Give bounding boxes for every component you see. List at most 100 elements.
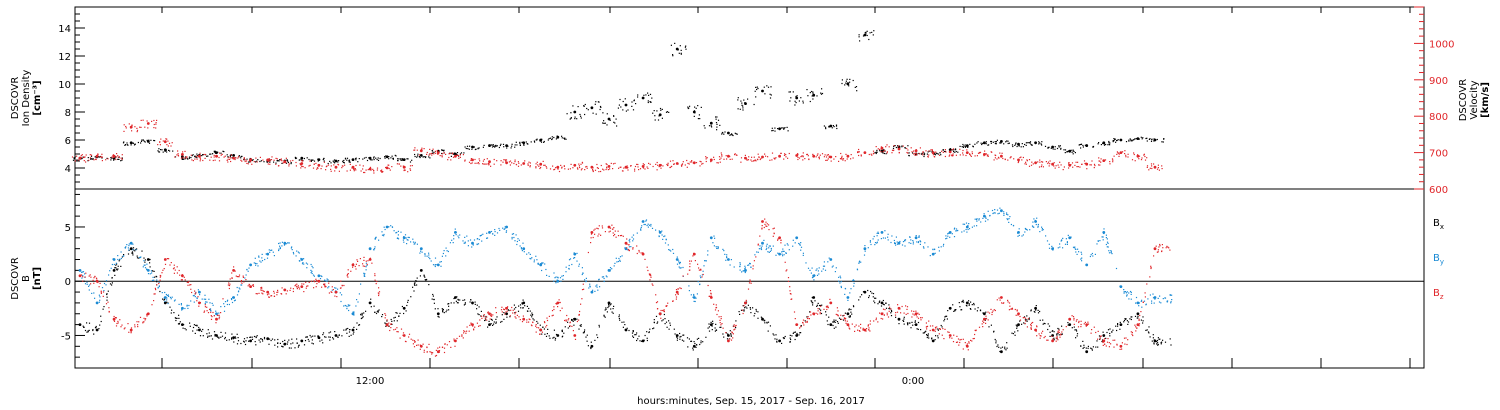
point-dot bbox=[1097, 240, 1099, 242]
point-dot bbox=[721, 133, 723, 135]
point-dot bbox=[228, 339, 230, 341]
point-dot bbox=[933, 153, 935, 155]
point-dot bbox=[500, 164, 502, 166]
point-dot bbox=[108, 311, 110, 313]
point-dot bbox=[346, 306, 348, 308]
point-dot bbox=[552, 337, 554, 339]
point-dot bbox=[389, 329, 391, 332]
point-dot bbox=[102, 295, 104, 297]
point-velocity bbox=[146, 122, 150, 125]
point-dot bbox=[100, 290, 102, 292]
point-dot bbox=[733, 324, 735, 326]
point-dot bbox=[567, 327, 569, 329]
point-dot bbox=[1009, 216, 1011, 218]
point-dot bbox=[773, 232, 775, 234]
point-dot bbox=[419, 275, 421, 277]
point-dot bbox=[261, 287, 263, 289]
point-dot bbox=[755, 308, 757, 311]
point-dot bbox=[501, 311, 503, 313]
point-dot bbox=[656, 110, 658, 112]
point-dot bbox=[707, 250, 709, 252]
point-dot bbox=[810, 90, 813, 93]
point-dot bbox=[364, 275, 366, 277]
point-dot bbox=[888, 146, 890, 148]
point-dot bbox=[603, 169, 605, 171]
point-dot bbox=[632, 240, 634, 242]
point-dot bbox=[659, 164, 661, 166]
point-dot bbox=[376, 167, 379, 169]
point-dot bbox=[1086, 144, 1088, 146]
point-dot bbox=[297, 346, 299, 348]
point-dot bbox=[1041, 228, 1043, 230]
point-dot bbox=[1047, 161, 1050, 163]
point-dot bbox=[462, 154, 464, 156]
y-right-axis-title: DSCOVR bbox=[1458, 79, 1469, 122]
point-dot bbox=[539, 324, 541, 326]
point-dot bbox=[282, 346, 284, 348]
point-dot bbox=[116, 263, 118, 265]
point-dot bbox=[988, 326, 990, 328]
point-dot bbox=[139, 316, 142, 318]
point-dot bbox=[619, 98, 621, 101]
point-dot bbox=[782, 248, 784, 250]
point-dot bbox=[89, 157, 91, 159]
point-dot bbox=[1111, 331, 1113, 333]
point-dot bbox=[348, 335, 350, 337]
point-dot bbox=[976, 155, 978, 157]
point-dot bbox=[1080, 258, 1082, 260]
point-dot bbox=[214, 335, 216, 337]
point-dot bbox=[351, 167, 353, 169]
point-dot bbox=[113, 158, 115, 160]
point-dot bbox=[131, 251, 134, 253]
point-dot bbox=[533, 259, 535, 261]
point-dot bbox=[984, 150, 986, 152]
point-dot bbox=[749, 262, 751, 264]
point-dot bbox=[837, 322, 839, 324]
point-bz bbox=[351, 263, 355, 267]
point-dot bbox=[360, 283, 362, 285]
point-dot bbox=[592, 236, 594, 239]
point-dot bbox=[1025, 144, 1027, 146]
point-dot bbox=[831, 127, 833, 129]
point-dot bbox=[739, 263, 741, 265]
point-dot bbox=[97, 153, 99, 156]
point-dot bbox=[358, 293, 360, 295]
point-dot bbox=[478, 147, 480, 149]
point-dot bbox=[486, 237, 489, 239]
point-dot bbox=[1138, 138, 1140, 140]
point-dot bbox=[1038, 166, 1041, 168]
point-dot bbox=[82, 274, 84, 277]
point-dot bbox=[305, 281, 307, 283]
point-dot bbox=[544, 263, 546, 265]
point-dot bbox=[207, 329, 209, 331]
point-dot bbox=[733, 329, 735, 331]
point-dot bbox=[535, 255, 537, 257]
point-dot bbox=[329, 336, 331, 338]
point-dot bbox=[647, 167, 649, 169]
point-dot bbox=[455, 231, 457, 233]
point-dot bbox=[199, 302, 201, 304]
point-dot bbox=[447, 159, 449, 161]
point-dot bbox=[613, 305, 615, 307]
point-dot bbox=[231, 298, 233, 301]
point-dot bbox=[433, 151, 435, 153]
point-dot bbox=[632, 331, 634, 333]
point-dot bbox=[124, 144, 127, 146]
point-dot bbox=[89, 274, 91, 276]
point-dot bbox=[645, 94, 647, 96]
point-dot bbox=[178, 317, 180, 319]
point-dot bbox=[462, 299, 464, 301]
point-dot bbox=[1042, 166, 1044, 168]
point-dot bbox=[99, 282, 101, 284]
point-dot bbox=[589, 285, 591, 287]
point-dot bbox=[1076, 335, 1078, 337]
point-dot bbox=[299, 159, 301, 161]
point-dot bbox=[105, 284, 107, 286]
point-dot bbox=[174, 317, 176, 319]
point-dot bbox=[229, 158, 231, 160]
point-dot bbox=[376, 280, 378, 283]
point-dot bbox=[789, 341, 791, 343]
point-dot bbox=[136, 321, 138, 323]
point-dot bbox=[847, 82, 849, 84]
point-dot bbox=[230, 154, 232, 156]
